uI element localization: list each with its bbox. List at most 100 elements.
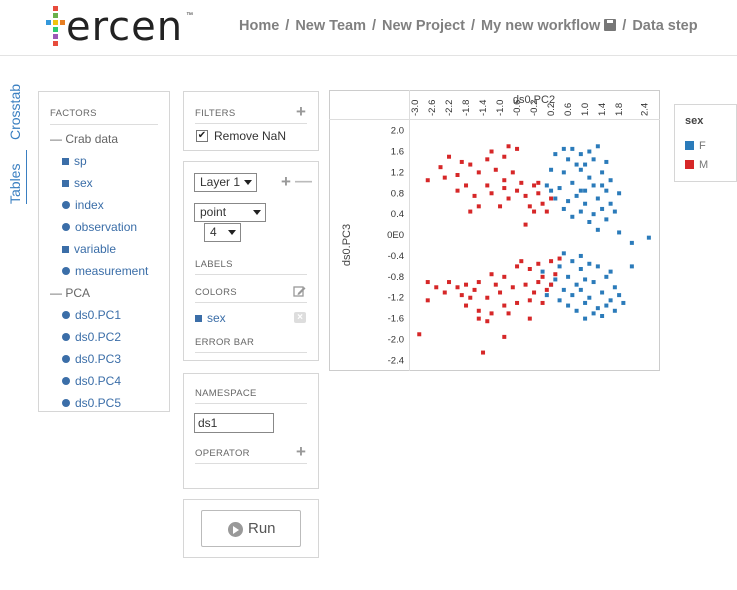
data-point-m [425,280,430,285]
data-point-m [515,188,520,193]
logo-text: ercen [66,4,184,50]
factor-measurement[interactable]: measurement [62,264,148,278]
factor-pc5[interactable]: ds0.PC5 [62,396,121,410]
data-point-f [591,280,596,285]
breadcrumb-team[interactable]: New Team [295,18,366,34]
factor-index[interactable]: index [62,198,104,212]
x-tick-label: 2.4 [640,103,651,116]
data-point-f [566,199,571,204]
breadcrumb-data-step[interactable]: Data step [632,18,698,34]
data-point-f [587,220,592,224]
data-point-m [549,196,554,201]
remove-layer-icon[interactable]: — [295,171,312,190]
labels-title: LABELS [195,259,307,275]
breadcrumb-workflow[interactable]: My new workflow [481,18,601,34]
factor-pc1[interactable]: ds0.PC1 [62,308,121,322]
layer-select[interactable]: Layer 1 [194,173,257,192]
data-point-m [434,285,439,290]
legend-item-m[interactable]: M [685,159,708,171]
y-tick-label: 1.6 [391,147,404,158]
x-tick-label: 1.0 [580,103,591,116]
size-select[interactable]: 4 [204,223,241,242]
run-button[interactable]: Run [201,510,301,547]
x-tick-label: -3.0 [410,100,421,116]
legend-label-f: F [699,140,706,152]
y-tick-label: -0.4 [388,251,404,262]
data-point-f [600,170,605,175]
app-header: ercen ™ Home / New Team / New Project / My new… [0,0,737,56]
factor-square-icon [195,315,202,322]
save-icon[interactable] [604,19,617,31]
data-point-f [604,274,609,279]
scatter-plot[interactable]: -3.0 -2.6 -2.2 -1.8 -1.4 -1.0 -0.6 -0.2 0.2 0.6 1.… [329,90,660,371]
run-panel: Run [183,499,319,558]
data-point-f [587,261,592,266]
data-point-f [600,314,605,318]
tercen-logo[interactable]: ercen ™ [46,6,196,48]
group-label: Crab data [65,132,119,146]
data-point-f [570,214,575,219]
factor-pc2[interactable]: ds0.PC2 [62,330,121,344]
namespace-title: NAMESPACE [195,388,307,404]
data-point-f [583,188,588,193]
factor-pc3[interactable]: ds0.PC3 [62,352,121,366]
add-operator-icon[interactable]: + [296,442,306,461]
group-pca[interactable]: — PCA [50,286,90,300]
x-tick-label: -0.2 [529,100,540,116]
data-point-f [540,269,545,274]
data-point-m [438,165,443,170]
factor-pc4[interactable]: ds0.PC4 [62,374,121,388]
breadcrumb-home[interactable]: Home [239,18,280,34]
group-crab-data[interactable]: — Crab data [50,132,118,146]
factor-sex[interactable]: sex [62,176,93,190]
collapse-icon[interactable]: — [50,286,62,300]
factor-variable[interactable]: variable [62,242,116,256]
y-tick-label: -2.4 [388,355,404,366]
data-point-f [578,167,583,172]
collapse-icon[interactable]: — [50,132,62,146]
breadcrumb: Home / New Team / New Project / My new workflo… [239,18,698,34]
data-point-f [617,191,622,196]
data-point-m [472,287,477,292]
filters-panel: FILTERS + ✔ Remove NaN [183,91,319,151]
data-point-f [549,167,554,172]
factor-circle-icon [62,223,70,231]
factor-label: ds0.PC4 [75,374,122,388]
data-point-m [536,191,541,196]
data-point-m [502,186,507,191]
tab-tables[interactable]: Tables [7,163,23,204]
data-point-m [464,303,469,308]
remove-nan-checkbox[interactable]: ✔ [196,130,208,142]
data-point-f [612,209,617,214]
data-point-m [459,159,464,164]
filters-title: FILTERS [195,108,307,124]
data-point-f [608,201,613,206]
geom-select[interactable]: point [194,203,266,222]
data-point-f [549,188,554,193]
data-point-m [455,188,460,193]
tab-crosstab[interactable]: Crosstab [7,83,23,140]
data-point-m [527,267,532,271]
check-mark-icon: ✔ [197,130,207,141]
data-point-f [608,298,613,303]
legend-item-f[interactable]: F [685,140,706,152]
breadcrumb-project[interactable]: New Project [382,18,466,34]
edit-icon[interactable] [293,285,306,298]
x-tick-label: -2.2 [444,100,455,116]
add-filter-icon[interactable]: + [296,102,306,121]
factor-circle-icon [62,377,70,385]
data-point-m [489,191,494,196]
namespace-input[interactable] [194,413,274,433]
factor-sp[interactable]: sp [62,154,87,168]
factor-observation[interactable]: observation [62,220,137,234]
data-point-m [532,209,537,214]
x-tick-label: -0.6 [512,100,523,116]
remove-icon[interactable]: × [294,312,306,323]
size-select-value: 4 [210,225,217,239]
geom-select-value: point [200,205,227,219]
add-layer-icon[interactable]: + [281,172,291,191]
color-factor-sex[interactable]: sex [195,311,226,325]
data-point-m [536,180,541,185]
data-point-m [502,178,507,183]
data-point-f [578,209,583,214]
